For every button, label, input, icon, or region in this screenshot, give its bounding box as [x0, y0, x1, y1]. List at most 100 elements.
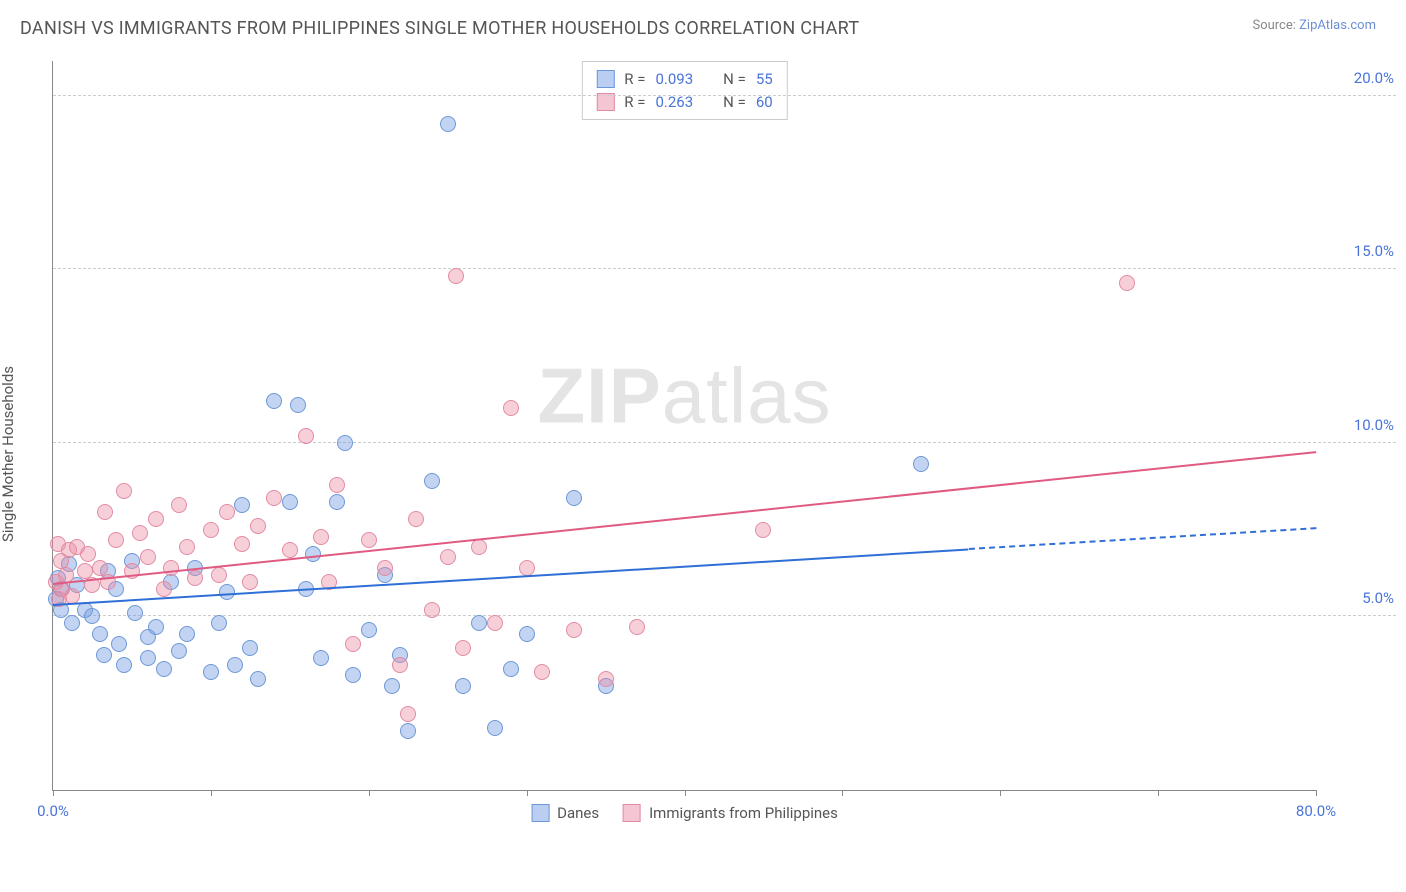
data-point: [179, 626, 195, 642]
x-tick-mark: [1000, 790, 1001, 796]
legend-bottom: Danes Immigrants from Philippines: [531, 804, 838, 822]
data-point: [266, 490, 282, 506]
data-point: [629, 619, 645, 635]
data-point: [250, 671, 266, 687]
data-point: [534, 664, 550, 680]
data-point: [455, 678, 471, 694]
gridline-h: [53, 442, 1396, 443]
data-point: [298, 428, 314, 444]
y-tick-label: 10.0%: [1354, 416, 1394, 434]
data-point: [140, 650, 156, 666]
x-tick-mark: [211, 790, 212, 796]
data-point: [1119, 275, 1135, 291]
stat-n-value: 55: [756, 68, 773, 91]
data-point: [219, 504, 235, 520]
plot-area: ZIPatlas R =0.093N =55R =0.263N =60 Dane…: [52, 61, 1316, 791]
source-link[interactable]: ZipAtlas.com: [1299, 18, 1376, 33]
stat-r-value: 0.093: [655, 68, 693, 91]
data-point: [598, 671, 614, 687]
data-point: [755, 522, 771, 538]
y-tick-label: 15.0%: [1354, 242, 1394, 260]
data-point: [140, 549, 156, 565]
data-point: [242, 574, 258, 590]
series-swatch: [596, 70, 614, 88]
x-tick-mark: [1158, 790, 1159, 796]
data-point: [471, 615, 487, 631]
data-point: [400, 706, 416, 722]
data-point: [345, 636, 361, 652]
data-point: [384, 678, 400, 694]
data-point: [519, 560, 535, 576]
data-point: [242, 640, 258, 656]
source-attribution: Source: ZipAtlas.com: [1252, 18, 1376, 33]
data-point: [408, 511, 424, 527]
data-point: [84, 608, 100, 624]
source-prefix: Source:: [1252, 18, 1299, 33]
data-point: [203, 664, 219, 680]
data-point: [361, 622, 377, 638]
data-point: [566, 622, 582, 638]
data-point: [361, 532, 377, 548]
data-point: [96, 647, 112, 663]
x-tick-mark: [685, 790, 686, 796]
stat-r-label: R =: [624, 68, 645, 91]
data-point: [97, 504, 113, 520]
data-point: [337, 435, 353, 451]
data-point: [64, 615, 80, 631]
stats-legend-box: R =0.093N =55R =0.263N =60: [581, 61, 787, 120]
data-point: [187, 570, 203, 586]
data-point: [132, 525, 148, 541]
data-point: [171, 497, 187, 513]
gridline-h: [53, 268, 1396, 269]
watermark: ZIPatlas: [537, 351, 831, 442]
data-point: [519, 626, 535, 642]
gridline-h: [53, 95, 1396, 96]
data-point: [234, 497, 250, 513]
data-point: [163, 560, 179, 576]
data-point: [455, 640, 471, 656]
data-point: [503, 400, 519, 416]
data-point: [424, 602, 440, 618]
data-point: [290, 397, 306, 413]
x-tick-label: 0.0%: [37, 802, 69, 820]
data-point: [440, 116, 456, 132]
data-point: [377, 560, 393, 576]
stat-n-label: N =: [723, 68, 746, 91]
x-tick-mark: [1316, 790, 1317, 796]
data-point: [424, 473, 440, 489]
data-point: [127, 605, 143, 621]
chart-container: Single Mother Households ZIPatlas R =0.0…: [0, 49, 1406, 859]
data-point: [211, 615, 227, 631]
x-tick-mark: [369, 790, 370, 796]
data-point: [440, 549, 456, 565]
data-point: [313, 529, 329, 545]
x-tick-label: 80.0%: [1296, 802, 1336, 820]
y-tick-label: 5.0%: [1362, 589, 1394, 607]
stats-row: R = 0.093 N = 55: [596, 68, 772, 91]
series-swatch: [623, 804, 641, 822]
data-point: [305, 546, 321, 562]
data-point: [203, 522, 219, 538]
gridline-h: [53, 615, 1396, 616]
data-point: [156, 581, 172, 597]
data-point: [148, 511, 164, 527]
chart-title: DANISH VS IMMIGRANTS FROM PHILIPPINES SI…: [20, 18, 859, 39]
legend-item: Immigrants from Philippines: [623, 804, 838, 822]
data-point: [80, 546, 96, 562]
data-point: [92, 626, 108, 642]
data-point: [227, 657, 243, 673]
data-point: [179, 539, 195, 555]
data-point: [64, 588, 80, 604]
data-point: [234, 536, 250, 552]
data-point: [108, 532, 124, 548]
data-point: [313, 650, 329, 666]
x-tick-mark: [842, 790, 843, 796]
legend-label: Danes: [557, 804, 599, 822]
data-point: [282, 542, 298, 558]
trend-line: [969, 528, 1316, 551]
data-point: [345, 667, 361, 683]
legend-label: Immigrants from Philippines: [649, 804, 838, 822]
data-point: [111, 636, 127, 652]
data-point: [211, 567, 227, 583]
data-point: [250, 518, 266, 534]
